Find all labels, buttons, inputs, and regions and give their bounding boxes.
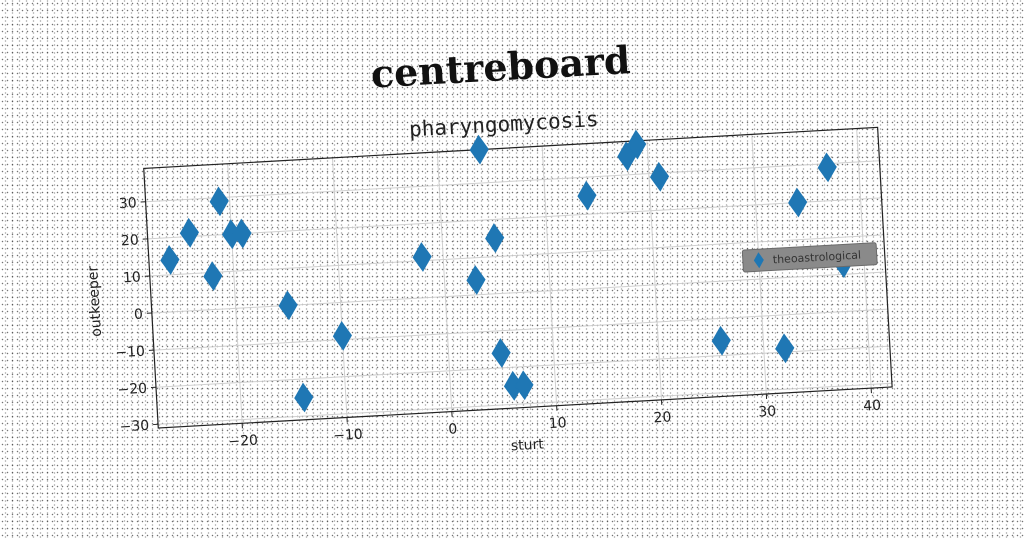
y-gridline: [148, 198, 882, 239]
data-point: [712, 326, 732, 355]
x-gridline: [228, 164, 243, 424]
y-tick-label: −10: [115, 344, 145, 362]
x-gridline: [437, 152, 452, 412]
data-point: [203, 262, 223, 291]
y-gridline: [146, 161, 880, 202]
y-tick-label: −20: [117, 381, 147, 399]
data-point: [466, 266, 486, 295]
x-gridline: [332, 158, 347, 418]
x-axis-label: sturt: [510, 436, 544, 454]
x-tick-label: −20: [228, 432, 258, 450]
y-tick-label: −30: [119, 418, 149, 436]
data-point: [209, 187, 229, 216]
x-tick-label: −10: [333, 427, 363, 445]
x-tick-label: 20: [653, 409, 672, 426]
data-point: [294, 383, 314, 412]
data-point: [577, 181, 597, 210]
data-point: [160, 245, 180, 274]
y-tick-label: 10: [123, 269, 142, 286]
x-tick-label: 0: [448, 421, 458, 437]
data-point: [491, 339, 511, 368]
y-gridline: [154, 309, 888, 350]
x-tick-label: 10: [548, 415, 567, 432]
y-tick-label: 0: [134, 307, 144, 323]
y-tick-label: 20: [121, 232, 140, 249]
data-point: [788, 188, 808, 217]
data-point: [817, 153, 837, 182]
x-gridline: [542, 146, 557, 406]
data-point: [180, 218, 200, 247]
data-point: [650, 162, 670, 191]
data-point: [485, 224, 505, 253]
x-tick-label: 30: [758, 403, 777, 420]
legend: theoastrological: [742, 243, 877, 272]
data-point: [775, 334, 795, 363]
x-tick-label: 40: [863, 398, 882, 415]
data-point: [278, 291, 298, 320]
y-tick-label: 30: [118, 195, 137, 212]
y-gridline: [152, 272, 886, 313]
y-axis-label: outkeeper: [85, 265, 105, 337]
data-point: [469, 135, 489, 164]
data-point: [333, 321, 353, 350]
data-point: [412, 243, 432, 272]
